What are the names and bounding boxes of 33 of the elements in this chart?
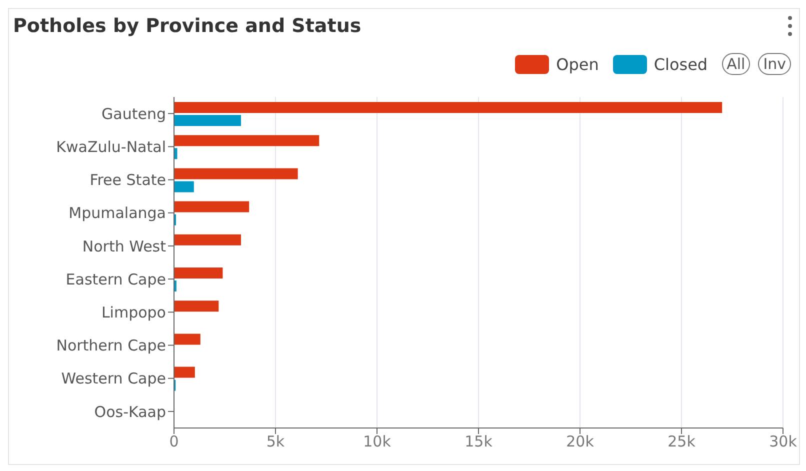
x-tick-label: 5k: [266, 432, 285, 451]
chart-title: Potholes by Province and Status: [13, 15, 362, 37]
legend-label: Open: [556, 54, 599, 74]
y-tick-label: Northern Cape: [56, 336, 166, 355]
y-tick-label: Oos-Kaap: [94, 402, 166, 421]
y-tick-label: Gauteng: [102, 104, 166, 123]
bar: [174, 102, 722, 113]
y-tick-label: Mpumalanga: [68, 204, 166, 222]
text: All: [722, 53, 750, 75]
bar: [174, 168, 298, 180]
bar: [174, 366, 195, 378]
y-tick-label: North West: [82, 237, 166, 256]
text: Inv: [758, 53, 791, 75]
bar: [174, 268, 223, 278]
x-tick-label: 20k: [566, 432, 594, 451]
y-tick-label: Western Cape: [61, 370, 166, 388]
x-tick-label: 10k: [363, 432, 392, 451]
legend-label: Closed: [654, 54, 708, 74]
y-tick-label: Limpopo: [101, 303, 166, 322]
y-tick-label: Free State: [90, 171, 166, 190]
x-tick-label: 0: [169, 432, 179, 451]
bar: [174, 334, 200, 345]
x-tick-label: 30k: [769, 432, 798, 451]
bar: [174, 234, 241, 246]
bar: [174, 135, 320, 146]
y-tick-label: Eastern Cape: [66, 270, 166, 288]
x-tick-label: 15k: [464, 432, 493, 451]
bar: [174, 115, 241, 126]
bar: [174, 201, 250, 212]
y-tick-label: KwaZulu-Natal: [56, 138, 166, 156]
bar: [174, 181, 194, 192]
bar: [174, 300, 219, 312]
x-tick-label: 25k: [668, 432, 696, 451]
